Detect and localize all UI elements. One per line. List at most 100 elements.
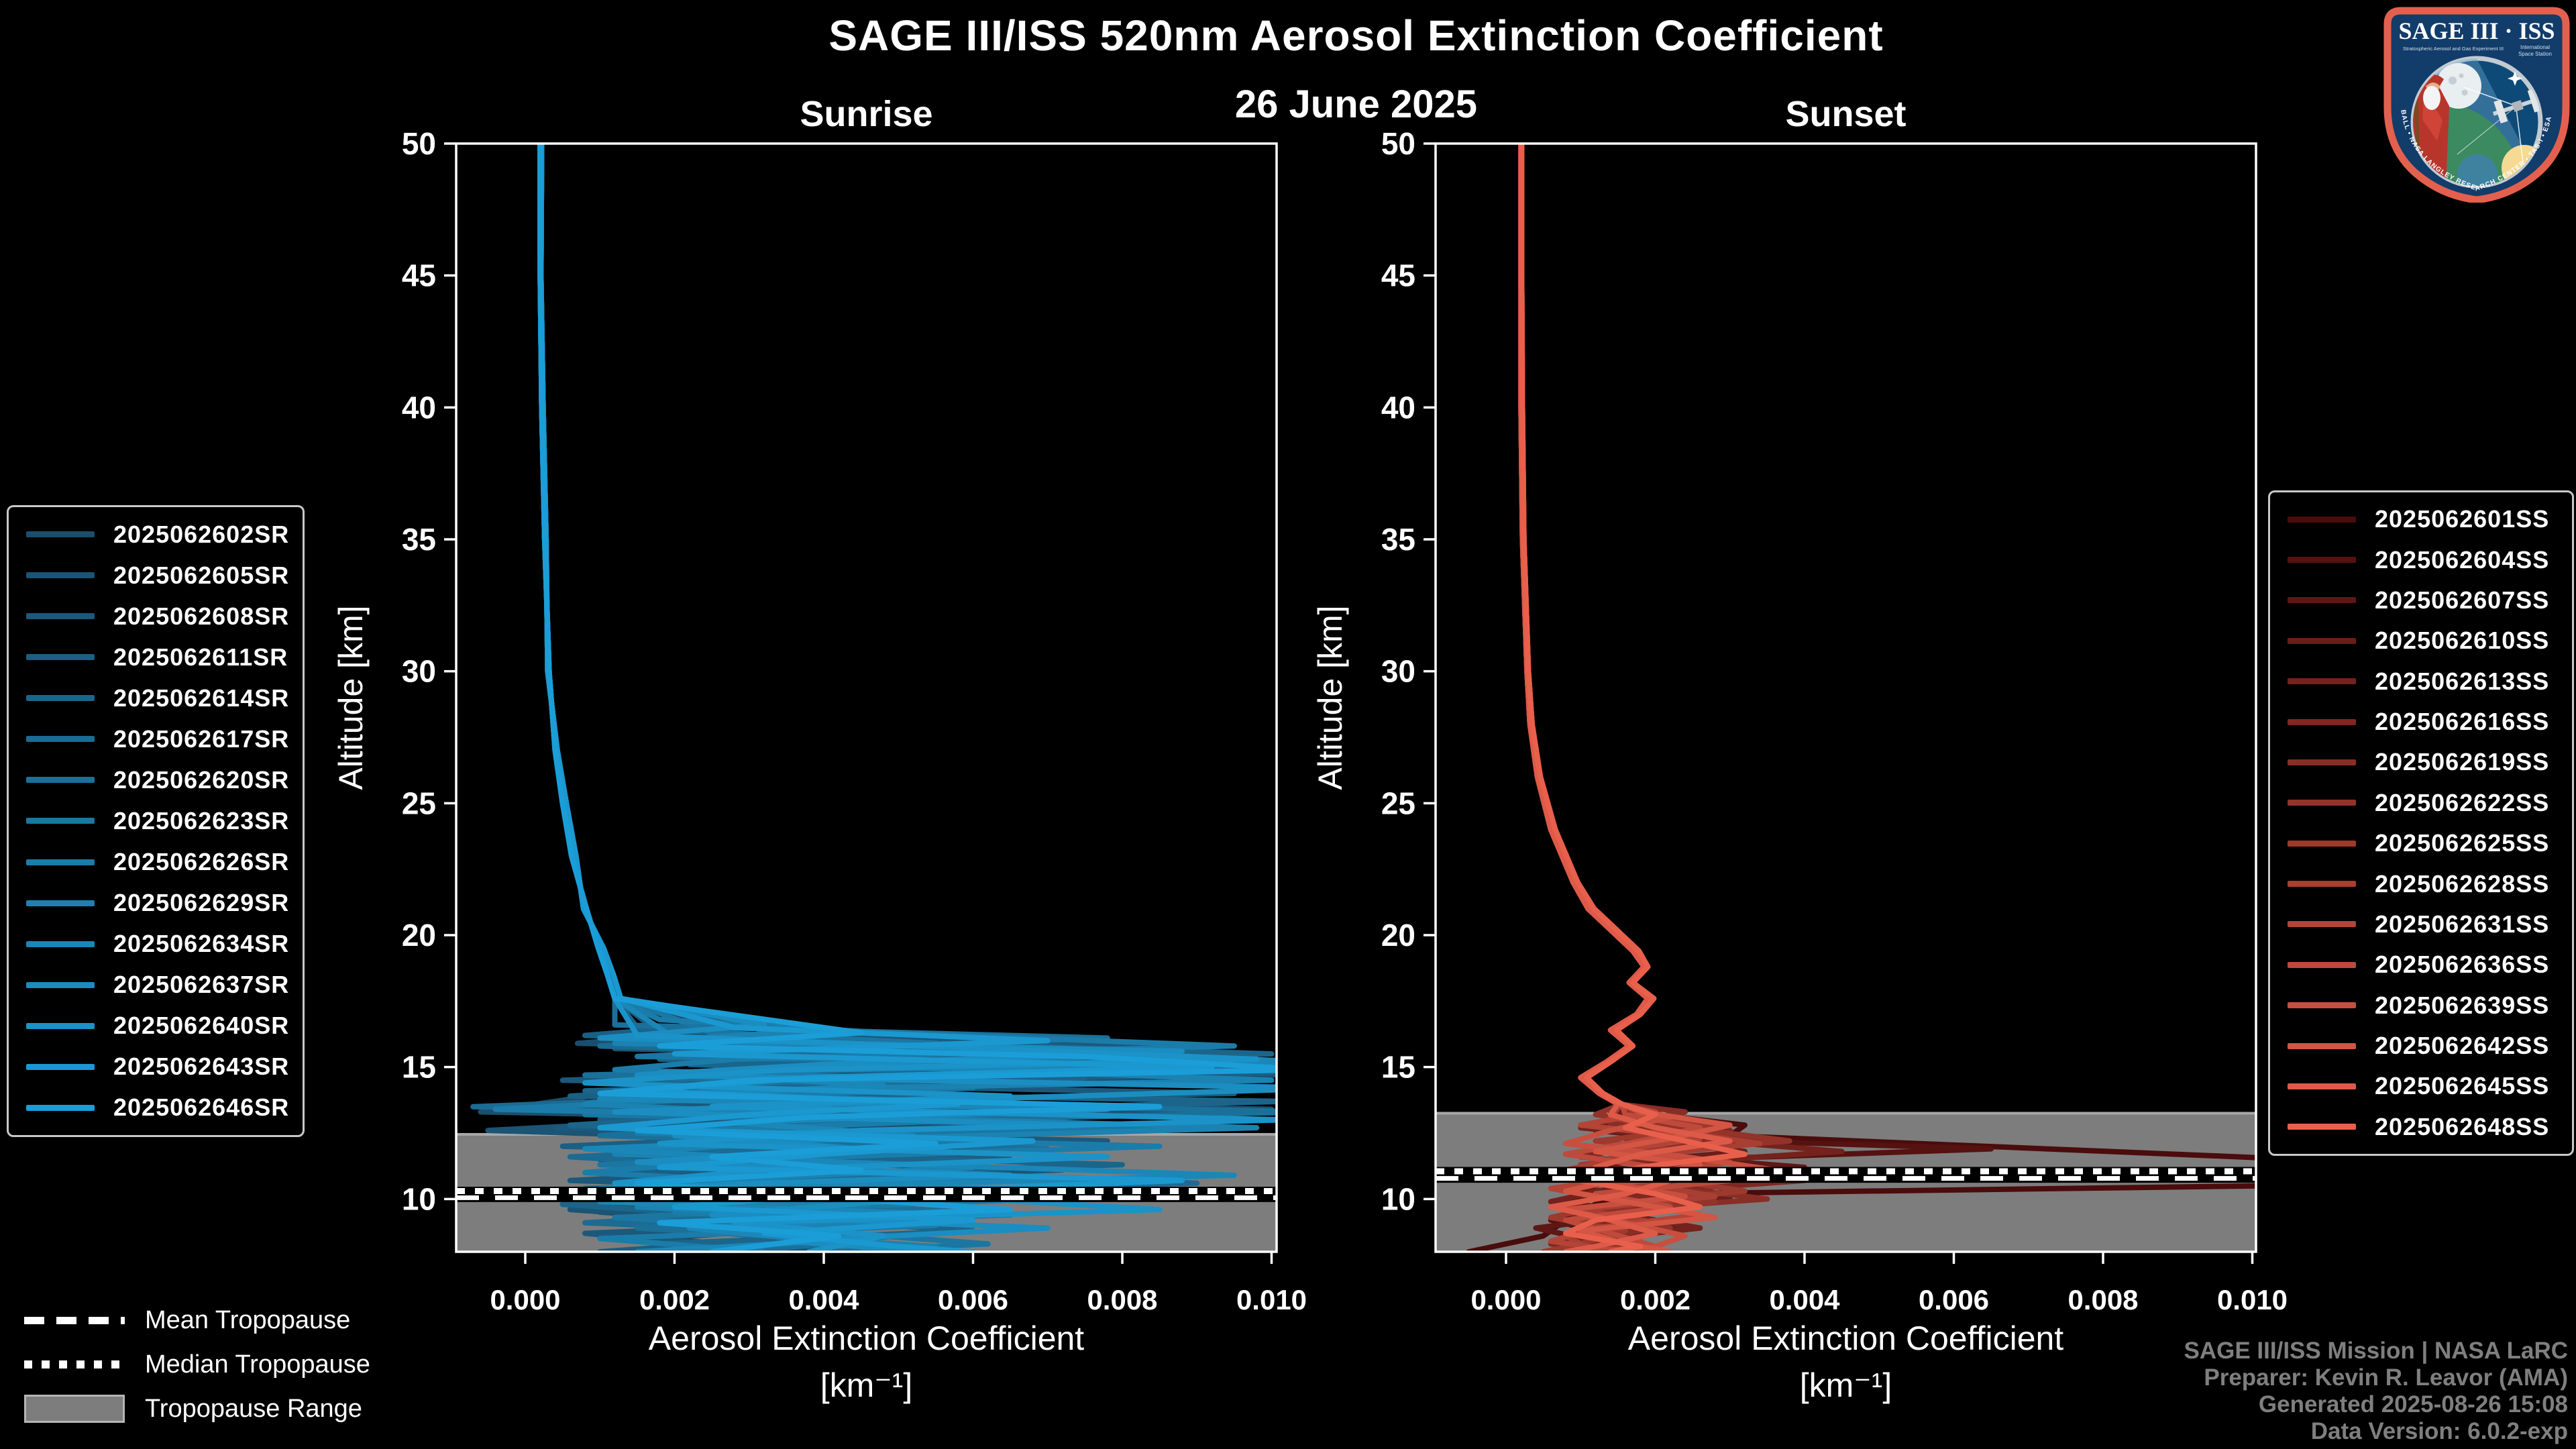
legend-line-swatch [26,941,95,947]
legend-item-2025062610SS: 2025062610SS [2270,622,2572,659]
legend-line-swatch [26,859,95,865]
legend-item-2025062607SS: 2025062607SS [2270,582,2572,619]
sunset-y-tick-label: 10 [1381,1181,1415,1216]
tropopause-range-label: Tropopause Range [145,1394,362,1423]
sunrise-panel: 0.000 0.002 0.004 0.006 0.008 0.010 10 15 20 25 30… [332,94,1307,1404]
legend-line-swatch [26,981,95,988]
logo-subtitle-left: Stratospheric Aerosol and Gas Experiment… [2403,46,2504,52]
legend-line-swatch [26,695,95,702]
legend-line-swatch [26,777,95,784]
legend-line-swatch [2288,597,2356,604]
attribution-preparer: Preparer: Kevin R. Leavor (AMA) [2204,1364,2568,1391]
sunrise-plot-border [455,142,1278,1253]
legend-item-2025062614SR: 2025062614SR [9,680,303,717]
legend-event-label: 2025062631SS [2375,910,2550,938]
legend-item-2025062616SS: 2025062616SS [2270,703,2572,741]
legend-item-2025062640SR: 2025062640SR [9,1007,303,1044]
sunrise-y-tick-label: 30 [402,654,436,689]
sunrise-y-axis-label: Altitude [km] [332,605,370,790]
sunset-x-tick-label: 0.004 [1769,1284,1840,1316]
mean-tropopause-label: Mean Tropopause [145,1305,351,1334]
legend-event-label: 2025062616SS [2375,708,2550,736]
attribution-mission: SAGE III/ISS Mission | NASA LaRC [2184,1338,2568,1364]
attribution-data-version: Data Version: 6.0.2-exp [2310,1418,2568,1444]
legend-event-label: 2025062610SS [2375,627,2550,655]
legend-line-swatch [26,900,95,906]
legend-event-label: 2025062646SR [113,1093,290,1122]
legend-item-2025062602SR: 2025062602SR [9,516,303,553]
legend-item-2025062639SS: 2025062639SS [2270,987,2572,1024]
legend-item-median-tropopause: Median Tropopause [24,1347,370,1382]
sunset-plot-border [1434,142,2257,1253]
legend-event-label: 2025062607SS [2375,586,2550,614]
profile-2025062631SS [1518,144,1733,1252]
sage-iii-iss-logo: SAGE III · ISS Stratospheric Aerosol and… [2383,7,2570,203]
sunrise-x-axis-unit: [km⁻¹] [820,1366,912,1404]
legend-event-label: 2025062613SS [2375,667,2550,695]
legend-item-2025062629SR: 2025062629SR [9,884,303,922]
legend-line-swatch [2288,678,2356,685]
profile-2025062616SS [1519,144,1807,1252]
sunset-x-axis-label: Aerosol Extinction Coefficient [1628,1320,2064,1357]
legend-item-2025062608SR: 2025062608SR [9,598,303,635]
legend-event-label: 2025062605SR [113,561,290,589]
sunset-y-tick-label: 15 [1381,1050,1415,1085]
legend-item-2025062645SS: 2025062645SS [2270,1067,2572,1105]
legend-item-2025062617SR: 2025062617SR [9,720,303,758]
legend-event-label: 2025062611SR [113,643,288,671]
legend-event-label: 2025062639SS [2375,991,2550,1019]
legend-line-swatch [2288,1124,2356,1130]
legend-event-label: 2025062626SR [113,848,290,876]
legend-line-swatch [26,572,95,579]
legend-line-swatch [2288,759,2356,765]
legend-event-label: 2025062642SS [2375,1032,2550,1060]
legend-event-label: 2025062629SR [113,889,290,917]
legend-item-2025062648SS: 2025062648SS [2270,1108,2572,1146]
sunrise-y-tick-label: 45 [402,258,436,293]
logo-moon-crater [2459,73,2464,78]
attribution-generated: Generated 2025-08-26 15:08 [2258,1391,2568,1417]
legend-event-label: 2025062648SS [2375,1112,2550,1140]
legend-item-2025062620SR: 2025062620SR [9,761,303,799]
sunrise-event-legend: 2025062602SR 2025062605SR 2025062608SR 2025… [7,505,305,1137]
logo-sightline [2516,108,2524,163]
legend-line-swatch [26,736,95,743]
profile-2025062610SS [1519,144,1748,1252]
profile-2025062646SR [537,144,1277,1252]
sunset-x-axis-unit: [km⁻¹] [1800,1366,1892,1404]
sunrise-y-tick-label: 50 [402,126,436,161]
median-tropopause-label: Median Tropopause [145,1350,370,1379]
sunrise-y-tick-label: 20 [402,918,436,953]
legend-line-swatch [26,613,95,620]
legend-event-label: 2025062623SR [113,806,290,835]
legend-event-label: 2025062628SS [2375,869,2550,898]
tropopause-legend: Mean Tropopause Median Tropopause Tropop… [24,1303,370,1426]
legend-line-swatch [2288,921,2356,928]
legend-line-swatch [2288,961,2356,968]
sunset-x-tick-label: 0.002 [1620,1284,1690,1316]
legend-line-swatch [2288,637,2356,644]
logo-earth-ocean [2457,154,2498,186]
sunrise-title: Sunrise [800,94,932,134]
legend-item-mean-tropopause: Mean Tropopause [24,1303,370,1338]
sunset-y-tick-label: 30 [1381,654,1415,689]
median-tropopause-dot-icon [24,1360,125,1368]
profile-2025062648SS [1519,144,1748,1252]
sunrise-x-axis-label: Aerosol Extinction Coefficient [649,1320,1085,1357]
sunset-y-axis-label: Altitude [km] [1311,605,1349,790]
legend-line-swatch [2288,1083,2356,1089]
legend-line-swatch [2288,881,2356,888]
legend-item-2025062628SS: 2025062628SS [2270,865,2572,903]
legend-item-2025062605SR: 2025062605SR [9,557,303,594]
legend-event-label: 2025062608SR [113,602,290,630]
legend-event-label: 2025062634SR [113,930,290,958]
sunset-x-tick-label: 0.006 [1919,1284,1989,1316]
logo-earth-icon [2413,103,2521,186]
legend-item-2025062626SR: 2025062626SR [9,843,303,881]
legend-line-swatch [26,818,95,824]
logo-subtitle-right1: International [2520,44,2550,50]
legend-event-label: 2025062620SR [113,765,290,794]
legend-item-2025062619SS: 2025062619SS [2270,743,2572,781]
sunrise-y-tick-label: 25 [402,786,436,820]
